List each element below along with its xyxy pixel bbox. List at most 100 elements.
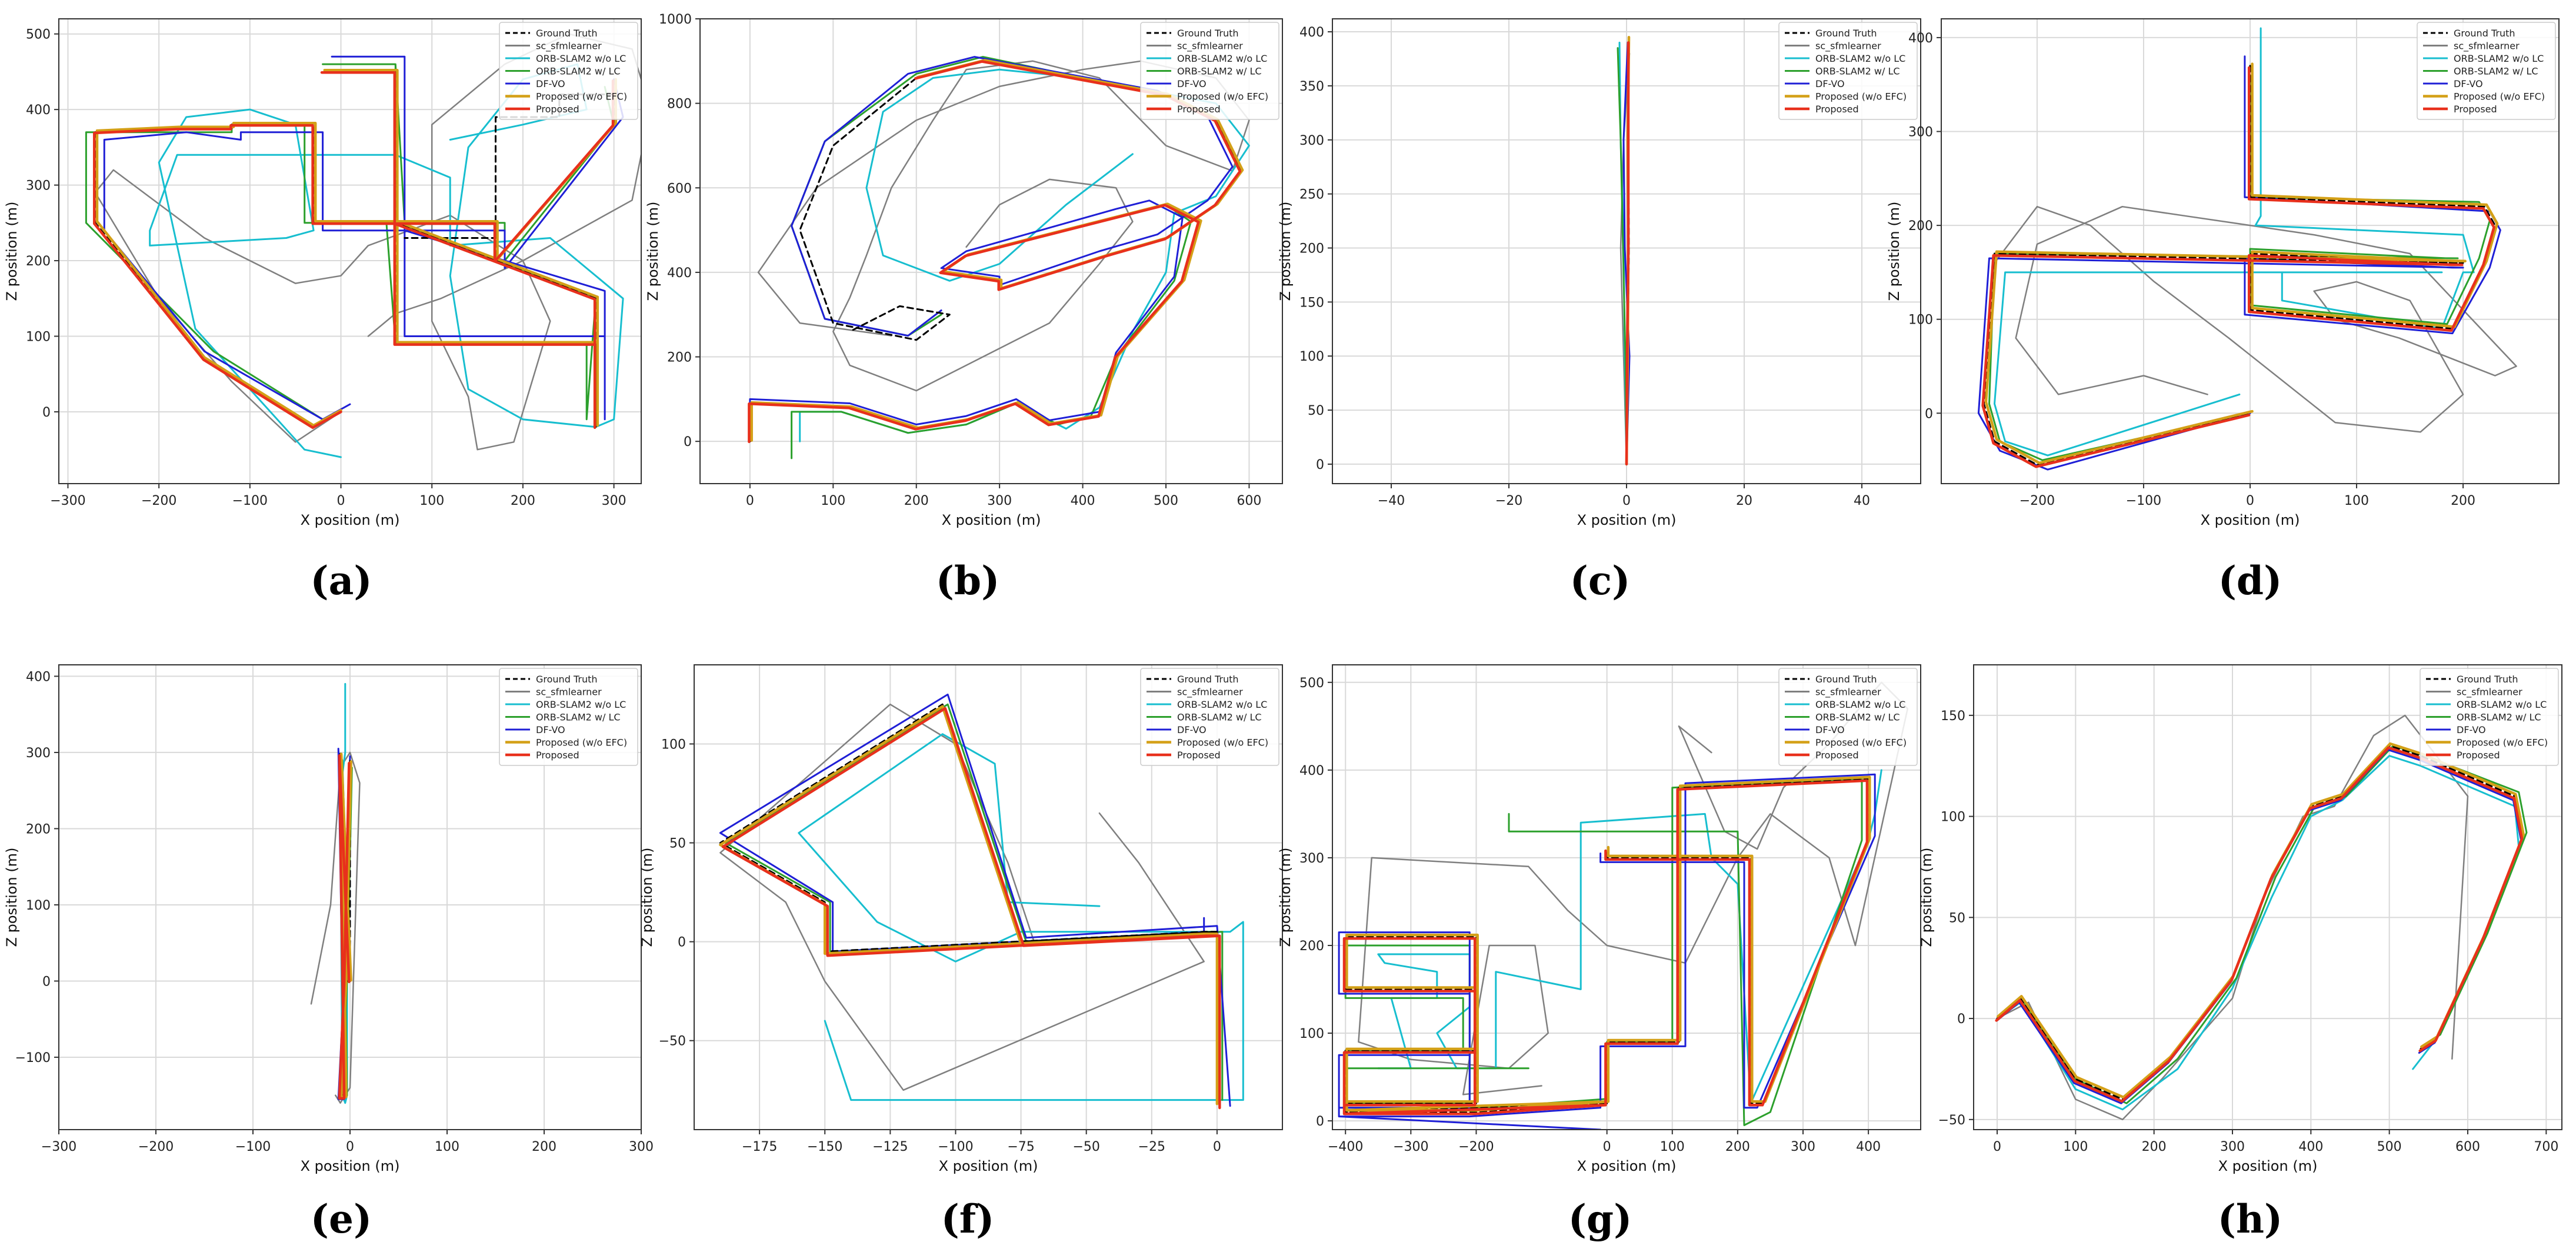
legend-entry: DF-VO: [2454, 78, 2483, 89]
y-tick-label: −50: [1938, 1113, 1965, 1128]
x-axis-label: X position (m): [2201, 512, 2300, 528]
x-tick-label: 40: [1854, 494, 1870, 508]
chart-panel-4: −200 −100 0 100 200 0 100 200 300 400 X position (…: [1886, 18, 2560, 528]
x-axis-label: X position (m): [939, 1158, 1038, 1174]
x-tick-label: 100: [435, 1140, 459, 1154]
series-line-orb-slam2-w-o-lc: [798, 733, 1244, 1101]
plot-border: [1973, 664, 2562, 1130]
x-tick-label: −400: [1328, 1140, 1363, 1154]
legend-entry: Proposed (w/o EFC): [1177, 737, 1268, 748]
y-axis-label: Z position (m): [639, 848, 655, 947]
x-tick-label: −50: [1072, 1140, 1099, 1154]
x-tick-label: 300: [602, 494, 626, 508]
legend-entry: ORB-SLAM2 w/o LC: [1815, 699, 1905, 710]
legend-entry: ORB-SLAM2 w/ LC: [1177, 712, 1262, 723]
x-tick-label: 300: [629, 1140, 654, 1154]
y-tick-label: −50: [659, 1034, 686, 1049]
y-tick-label: 0: [42, 405, 51, 420]
y-tick-label: 0: [42, 974, 51, 989]
x-tick-label: 0: [1622, 494, 1631, 508]
x-tick-label: 0: [346, 1140, 354, 1154]
series-line-orb-slam2-w-o-lc: [149, 63, 624, 458]
x-tick-label: −175: [742, 1140, 777, 1154]
series-line-proposed: [338, 754, 351, 1100]
y-tick-label: 500: [1299, 676, 1324, 691]
legend-entry: sc_sfmlearner: [1177, 41, 1243, 52]
legend-entry: Proposed (w/o EFC): [1177, 91, 1268, 102]
y-tick-label: 350: [1299, 79, 1324, 94]
legend-entry: DF-VO: [2457, 724, 2486, 735]
y-tick-label: 150: [1941, 709, 1965, 724]
legend-entry: Ground Truth: [1177, 28, 1239, 39]
x-tick-label: 100: [1660, 1140, 1685, 1154]
series-line-proposed: [1981, 66, 2495, 468]
x-tick-label: 20: [1736, 494, 1752, 508]
series-line-proposed: [748, 60, 1242, 444]
x-tick-label: −100: [232, 494, 268, 508]
x-tick-label: −20: [1495, 494, 1522, 508]
legend-entry: Ground Truth: [1815, 28, 1877, 39]
x-tick-label: 200: [511, 494, 535, 508]
y-tick-label: 200: [1299, 241, 1324, 256]
legend-box: [2417, 22, 2556, 120]
x-tick-label: 0: [746, 494, 754, 508]
x-tick-label: 0: [1993, 1140, 2001, 1154]
y-tick-label: 100: [1299, 349, 1324, 364]
legend-entry: sc_sfmlearner: [2454, 41, 2520, 52]
legend-entry: DF-VO: [1815, 724, 1845, 735]
plot-border: [1332, 664, 1921, 1130]
y-tick-label: 200: [667, 351, 692, 365]
legend-entry: Proposed (w/o EFC): [536, 737, 627, 748]
chart-panel-2: 0 100 200 300 400 500 600 0 200 400 600 800 1000 X po…: [645, 12, 1283, 528]
legend-entry: Proposed: [1177, 104, 1221, 115]
y-tick-label: 400: [667, 266, 692, 281]
x-tick-label: −300: [41, 1140, 76, 1154]
y-tick-label: 100: [1299, 1027, 1324, 1041]
panel-caption-7: (g): [1568, 1196, 1632, 1242]
x-tick-label: 300: [2220, 1140, 2245, 1154]
legend-entry: Ground Truth: [1815, 674, 1877, 685]
x-tick-label: −200: [2020, 494, 2055, 508]
y-tick-label: 0: [1957, 1012, 1965, 1027]
y-tick-label: 100: [661, 737, 686, 752]
y-tick-label: 400: [1908, 31, 1933, 46]
legend-entry: Proposed: [2454, 104, 2497, 115]
x-tick-label: 200: [2451, 494, 2475, 508]
y-tick-label: 500: [26, 28, 51, 42]
y-axis-label: Z position (m): [1918, 848, 1935, 947]
x-axis-label: X position (m): [1577, 512, 1677, 528]
legend-entry: Proposed: [2457, 750, 2500, 761]
legend-entry: Ground Truth: [1177, 674, 1239, 685]
x-axis-label: X position (m): [301, 1158, 400, 1174]
y-tick-label: 400: [1299, 764, 1324, 778]
y-axis-label: Z position (m): [1277, 202, 1294, 301]
legend-entry: ORB-SLAM2 w/o LC: [2454, 53, 2544, 64]
x-tick-label: −75: [1007, 1140, 1034, 1154]
legend-entry: sc_sfmlearner: [536, 687, 602, 698]
legend-entry: ORB-SLAM2 w/ LC: [536, 712, 621, 723]
plot-border: [694, 664, 1283, 1130]
y-tick-label: 100: [1941, 810, 1965, 825]
y-tick-label: 100: [1908, 313, 1933, 328]
x-tick-label: −150: [807, 1140, 842, 1154]
x-tick-label: 0: [1603, 1140, 1611, 1154]
panel-caption-6: (f): [941, 1196, 995, 1242]
legend-entry: ORB-SLAM2 w/o LC: [1177, 699, 1267, 710]
legend-box: [1778, 668, 1918, 766]
y-tick-label: 300: [1908, 125, 1933, 140]
legend-box: [499, 668, 638, 766]
legend-entry: Proposed: [1177, 750, 1221, 761]
y-tick-label: 100: [26, 898, 51, 913]
x-tick-label: 300: [1791, 1140, 1815, 1154]
legend-entry: ORB-SLAM2 w/ LC: [2457, 712, 2541, 723]
y-axis-label: Z position (m): [1277, 848, 1294, 947]
x-tick-label: 200: [2142, 1140, 2167, 1154]
y-tick-label: 300: [1299, 134, 1324, 148]
legend-entry: DF-VO: [1177, 78, 1207, 89]
x-tick-label: −200: [1458, 1140, 1494, 1154]
chart-panel-1: −300 −200 −100 0 100 200 300 0 100 200 300 400 500 X …: [4, 18, 642, 528]
x-tick-label: 200: [532, 1140, 556, 1154]
